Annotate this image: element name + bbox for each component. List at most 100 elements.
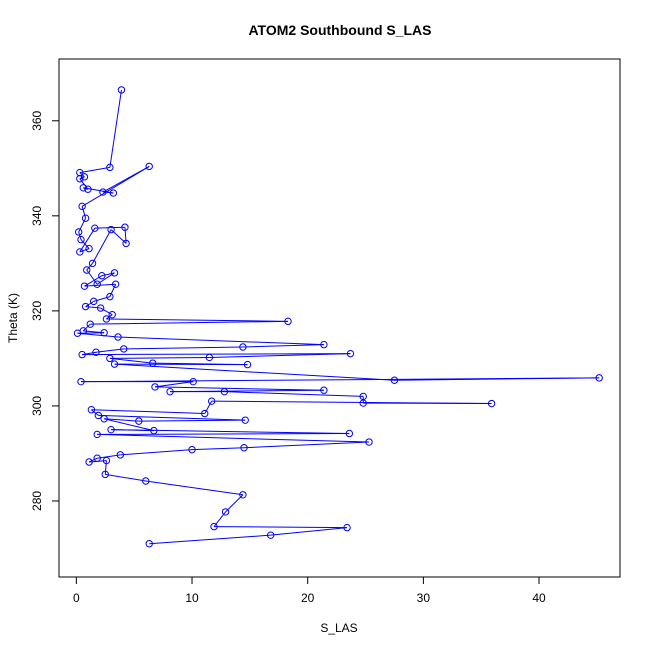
data-point xyxy=(150,426,158,435)
data-point xyxy=(135,417,143,425)
y-tick-label: 300 xyxy=(30,396,44,416)
series-segment xyxy=(117,336,324,346)
data-point xyxy=(94,411,103,420)
data-point xyxy=(166,387,174,396)
data-point xyxy=(221,508,230,516)
series-segment xyxy=(91,409,205,415)
data-point xyxy=(88,259,97,268)
data-point xyxy=(359,399,367,407)
x-tick-label: 20 xyxy=(301,591,315,605)
data-point xyxy=(266,531,275,539)
data-point xyxy=(99,188,107,196)
series-segment xyxy=(106,318,289,322)
data-point xyxy=(148,359,157,367)
data-point xyxy=(142,477,150,485)
x-axis: 0 10 20 30 40 xyxy=(73,576,546,605)
data-point xyxy=(109,189,118,197)
data-point xyxy=(73,329,82,337)
data-point xyxy=(87,406,96,414)
data-point xyxy=(90,297,98,306)
series-segment xyxy=(78,231,82,240)
data-point xyxy=(111,280,120,288)
data-point xyxy=(145,540,153,548)
data-point xyxy=(77,235,85,244)
series-segment xyxy=(91,409,99,416)
data-point xyxy=(201,409,209,418)
series-segment xyxy=(81,165,150,207)
data-point xyxy=(106,292,114,301)
data-point xyxy=(81,302,90,311)
data-point xyxy=(145,162,153,171)
data-point xyxy=(84,185,92,193)
y-axis: 280 300 320 340 360 xyxy=(30,110,60,511)
y-tick-label: 360 xyxy=(30,110,44,130)
series-segment xyxy=(123,346,243,350)
series-segment xyxy=(224,391,364,397)
data-point xyxy=(102,315,111,323)
data-point xyxy=(243,360,252,369)
data-point xyxy=(102,456,111,465)
data-point xyxy=(239,343,247,351)
x-tick-label: 30 xyxy=(417,591,431,605)
series-segment xyxy=(154,381,194,388)
series-segment xyxy=(138,419,246,422)
series-segment xyxy=(154,386,324,391)
data-point xyxy=(76,248,84,256)
data-point xyxy=(346,349,355,358)
data-point xyxy=(107,225,115,234)
series-segment xyxy=(114,363,395,381)
series-segment xyxy=(88,457,98,463)
series-segment xyxy=(244,441,370,449)
data-point xyxy=(116,451,125,459)
series-segment xyxy=(82,323,91,332)
series-segment xyxy=(204,400,213,414)
series-segment xyxy=(192,447,245,451)
data-point xyxy=(240,444,248,452)
data-point xyxy=(78,202,86,211)
data-point xyxy=(108,310,116,319)
series-segment xyxy=(79,227,96,253)
y-tick-label: 280 xyxy=(30,491,44,511)
series-segment xyxy=(270,527,348,536)
series-segment xyxy=(109,89,122,168)
series-segment xyxy=(104,418,139,422)
data-point xyxy=(93,430,101,439)
data-point xyxy=(106,354,114,363)
data-point xyxy=(122,239,130,248)
series-lines xyxy=(77,89,600,545)
series-segment xyxy=(149,534,271,545)
data-point xyxy=(114,333,122,341)
series-segment xyxy=(104,460,107,475)
data-point xyxy=(320,386,328,394)
series-segment xyxy=(92,229,112,264)
data-point xyxy=(98,272,106,280)
series-segment xyxy=(97,433,370,443)
x-axis-label: S_LAS xyxy=(320,621,357,635)
series-segment xyxy=(85,306,101,309)
series-segment xyxy=(79,166,110,174)
data-point xyxy=(151,383,159,391)
data-point xyxy=(79,184,87,192)
series-segment xyxy=(82,353,351,356)
series-segment xyxy=(209,353,351,358)
data-point xyxy=(188,445,196,454)
data-point xyxy=(85,458,93,466)
data-point xyxy=(241,416,249,424)
series-segment xyxy=(109,356,210,359)
series-segment xyxy=(95,348,124,353)
data-point xyxy=(106,163,114,172)
series-segment xyxy=(109,357,153,364)
series-segment xyxy=(85,300,94,308)
data-point xyxy=(239,491,247,499)
series-segment xyxy=(97,432,350,435)
data-point xyxy=(100,329,108,337)
data-point xyxy=(76,175,84,183)
series-segment xyxy=(79,248,90,253)
data-point xyxy=(120,345,128,353)
data-point xyxy=(110,360,119,368)
series-segment xyxy=(86,263,93,271)
data-point xyxy=(93,280,101,288)
data-point xyxy=(390,376,399,384)
series-segment xyxy=(145,480,243,496)
